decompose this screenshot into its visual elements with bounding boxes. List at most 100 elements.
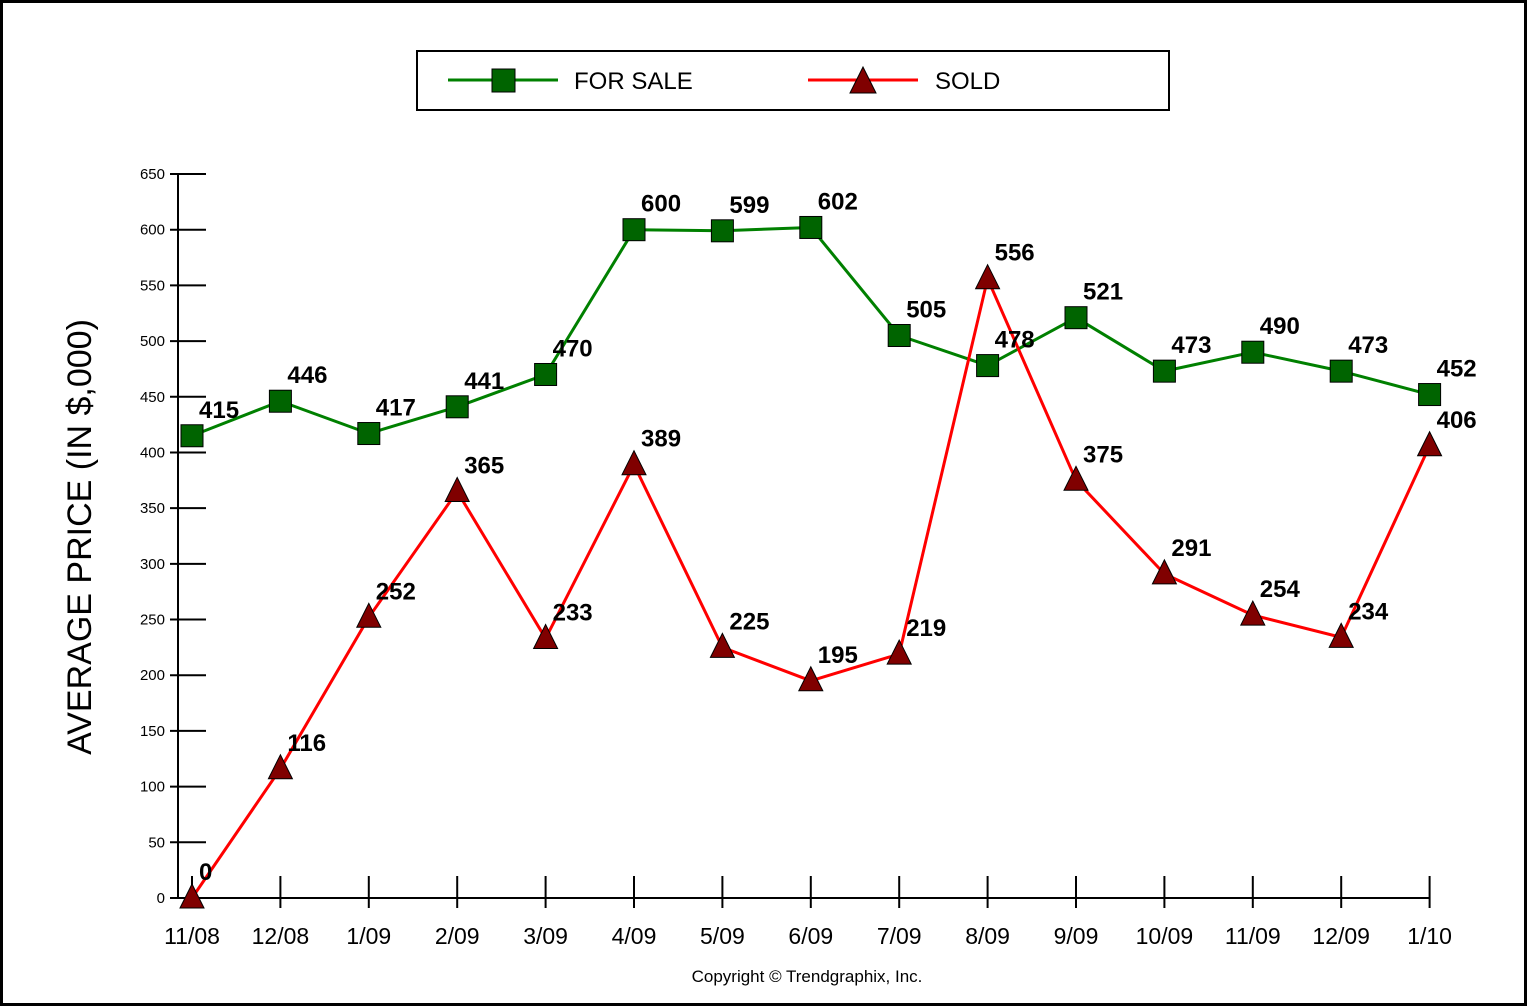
y-tick-label: 300 xyxy=(140,556,165,573)
marker-sold xyxy=(179,882,205,909)
data-label-for-sale: 441 xyxy=(464,368,504,395)
x-tick-label: 10/09 xyxy=(1136,923,1194,949)
data-label-sold: 252 xyxy=(376,578,416,605)
y-tick-label: 650 xyxy=(140,166,165,183)
data-label-for-sale: 521 xyxy=(1083,279,1123,306)
data-label-sold: 0 xyxy=(199,859,212,886)
markers xyxy=(179,215,1443,909)
axes: 0 50 100 150 200 250 300 350 400 450 500 550 600 650 1… xyxy=(140,166,1452,949)
y-tick-label: 250 xyxy=(140,612,165,629)
data-label-sold: 234 xyxy=(1348,598,1389,625)
y-tick-label: 100 xyxy=(140,779,165,796)
y-tick-label: 550 xyxy=(140,277,165,294)
marker-for-sale xyxy=(1064,306,1088,330)
x-tick-label: 8/09 xyxy=(965,923,1010,949)
series-lines xyxy=(190,225,1431,899)
y-tick-label: 400 xyxy=(140,444,165,461)
y-tick-label: 600 xyxy=(140,222,165,239)
data-label-for-sale: 599 xyxy=(729,192,769,219)
y-tick-label: 150 xyxy=(140,723,165,740)
data-label-sold: 291 xyxy=(1171,535,1211,562)
data-label-for-sale: 415 xyxy=(199,397,239,424)
data-label-for-sale: 473 xyxy=(1171,332,1211,359)
marker-for-sale xyxy=(1418,383,1442,407)
data-label-sold: 219 xyxy=(906,615,946,642)
x-tick-label: 4/09 xyxy=(612,923,657,949)
marker-sold xyxy=(1151,558,1178,585)
x-tick-label: 1/09 xyxy=(346,923,391,949)
data-label-for-sale: 417 xyxy=(376,395,416,422)
marker-sold xyxy=(709,632,736,658)
copyright-text: Copyright © Trendgraphix, Inc. xyxy=(692,967,923,986)
y-tick-label: 450 xyxy=(140,389,165,406)
data-label-for-sale: 602 xyxy=(818,188,858,215)
data-label-sold: 389 xyxy=(641,426,681,453)
x-tick-label: 3/09 xyxy=(523,923,568,949)
marker-for-sale xyxy=(357,422,381,446)
legend: FOR SALE SOLD xyxy=(416,50,1170,111)
data-label-for-sale: 470 xyxy=(553,335,593,362)
data-label-sold: 233 xyxy=(553,599,593,626)
data-label-sold: 556 xyxy=(995,240,1035,267)
x-tick-label: 6/09 xyxy=(788,923,833,949)
x-tick-label: 11/09 xyxy=(1225,923,1281,949)
x-tick-label: 1/10 xyxy=(1407,923,1452,949)
marker-sold xyxy=(355,602,382,628)
data-label-sold: 406 xyxy=(1437,407,1477,434)
x-tick-label: 7/09 xyxy=(877,923,922,949)
marker-sold xyxy=(1239,599,1266,626)
data-label-sold: 195 xyxy=(818,642,858,669)
marker-for-sale xyxy=(887,324,911,348)
marker-for-sale xyxy=(445,395,469,419)
marker-for-sale xyxy=(799,215,823,239)
legend-label-sold: SOLD xyxy=(935,68,1000,95)
data-labels: 415 446 417 441 470 600 599 602 505 478 521 473 490 4… xyxy=(199,188,1477,886)
x-tick-label: 5/09 xyxy=(700,923,745,949)
marker-sold xyxy=(267,753,294,780)
x-tick-label: 12/09 xyxy=(1312,923,1370,949)
data-label-for-sale: 473 xyxy=(1348,332,1388,359)
x-tick-label: 11/08 xyxy=(164,923,220,949)
marker-for-sale xyxy=(1329,359,1353,383)
data-label-for-sale: 478 xyxy=(995,327,1035,354)
x-tick-label: 2/09 xyxy=(435,923,480,949)
data-label-for-sale: 490 xyxy=(1260,313,1300,340)
marker-sold xyxy=(444,476,471,502)
marker-sold xyxy=(1416,430,1443,457)
marker-sold xyxy=(886,638,913,665)
data-label-sold: 365 xyxy=(464,452,504,479)
legend-label-for-sale: FOR SALE xyxy=(574,68,693,95)
data-label-sold: 254 xyxy=(1260,576,1301,603)
marker-sold xyxy=(621,449,647,476)
marker-sold xyxy=(532,623,559,649)
marker-sold xyxy=(1328,622,1355,648)
x-tick-label: 12/08 xyxy=(252,923,310,949)
marker-for-sale xyxy=(1241,340,1265,364)
marker-for-sale xyxy=(180,424,204,448)
marker-sold xyxy=(974,263,1001,290)
data-label-sold: 375 xyxy=(1083,441,1123,468)
y-tick-label: 200 xyxy=(140,667,165,684)
data-label-for-sale: 505 xyxy=(906,297,946,324)
y-tick-label: 0 xyxy=(157,890,165,907)
marker-sold xyxy=(1063,465,1089,491)
marker-for-sale xyxy=(268,389,292,413)
x-tick-label: 9/09 xyxy=(1054,923,1099,949)
marker-for-sale xyxy=(976,354,1000,378)
marker-for-sale xyxy=(622,218,646,242)
marker-for-sale xyxy=(534,362,558,386)
data-label-for-sale: 600 xyxy=(641,191,681,218)
data-label-for-sale: 446 xyxy=(287,362,327,389)
y-tick-label: 350 xyxy=(140,500,165,517)
data-label-sold: 225 xyxy=(729,608,769,635)
marker-for-sale xyxy=(710,219,734,243)
y-tick-label: 50 xyxy=(148,834,165,851)
y-tick-label: 500 xyxy=(140,333,165,350)
marker-sold xyxy=(797,665,824,692)
data-label-sold: 116 xyxy=(287,730,326,757)
y-axis-title: AVERAGE PRICE (IN $,000) xyxy=(61,319,99,755)
legend-marker-sold xyxy=(849,65,877,94)
legend-marker-for-sale xyxy=(491,68,516,93)
